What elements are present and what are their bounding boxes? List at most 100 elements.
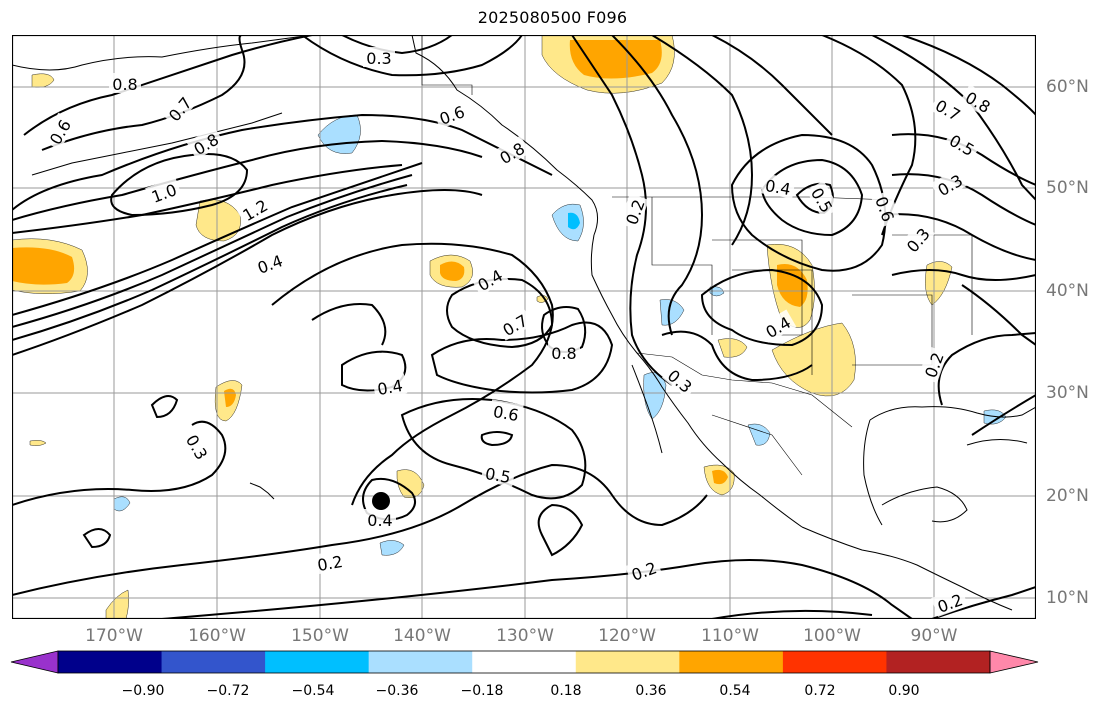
coastline-baja <box>631 364 663 454</box>
border-states-1 <box>651 197 713 335</box>
coastline-gulf-west <box>863 419 883 526</box>
contour-line <box>430 321 614 394</box>
lat-label: 60°N <box>1046 77 1089 97</box>
lat-label: 40°N <box>1046 281 1089 301</box>
contour-label-bg <box>470 262 509 296</box>
shade-positive-strong <box>12 247 75 285</box>
contour-line <box>23 35 313 136</box>
shade-positive <box>717 338 748 358</box>
border-us-canada <box>612 196 893 201</box>
contour-line <box>971 394 1036 436</box>
colorbar-segment <box>58 651 163 673</box>
contour-line <box>161 559 913 619</box>
shade-negative <box>747 423 771 446</box>
coastline-alaska-west <box>12 35 313 71</box>
lat-label: 30°N <box>1046 383 1089 403</box>
contour-line <box>711 609 873 619</box>
colorbar-frame <box>57 650 991 674</box>
contour-label: 0.4 <box>764 176 792 199</box>
contour-line <box>891 133 1036 186</box>
coastline-yucatan <box>881 486 968 523</box>
contour-label-bg <box>899 220 936 259</box>
contour-label-bg <box>661 362 700 399</box>
contour-line <box>961 284 1036 346</box>
colorbar-tick-label: 0.72 <box>804 683 836 699</box>
coastline-west-us <box>590 234 803 528</box>
colorbar <box>10 650 1039 674</box>
shade-positive-strong <box>777 264 808 307</box>
contour-line <box>12 164 403 234</box>
contour-line <box>110 153 249 217</box>
contour-label-bg <box>625 555 663 585</box>
contour-line <box>12 174 413 328</box>
contour-line <box>341 350 407 392</box>
contour-line <box>12 162 423 316</box>
contour-line <box>700 268 824 347</box>
contour-label-bg <box>760 173 796 199</box>
shade-positive-strong <box>712 469 728 485</box>
shade-negative <box>643 372 667 420</box>
colorbar-segment <box>161 651 266 673</box>
contour-label-bg <box>492 135 531 169</box>
colorbar-tick-label: −0.36 <box>375 683 419 699</box>
coastline-mexico <box>801 526 1013 611</box>
contour-label-bg <box>806 180 840 219</box>
contour-line <box>931 586 1036 619</box>
contour-line <box>571 35 673 386</box>
contour-label-bg <box>363 47 395 67</box>
contour-lines <box>12 35 1036 619</box>
contour-label-bg <box>488 399 524 425</box>
contour-label: 0.4 <box>367 511 392 530</box>
contour-line <box>271 242 554 506</box>
lon-label: 150°W <box>291 626 349 646</box>
contour-line <box>12 113 553 211</box>
contour-label-bg <box>931 587 969 617</box>
contour-line <box>150 395 179 419</box>
contour-line <box>611 35 704 336</box>
lon-label: 140°W <box>393 626 451 646</box>
contour-label-bg <box>943 127 982 161</box>
coastline-cuba <box>966 439 1028 446</box>
contour-line <box>12 184 408 341</box>
shade-negative <box>659 299 685 326</box>
contour-line <box>891 173 1036 226</box>
storm-center-marker[interactable] <box>372 492 390 510</box>
contour-line <box>12 139 483 221</box>
contour-line <box>537 503 584 557</box>
contour-label-bg <box>161 89 198 128</box>
colorbar-tick-label: 0.54 <box>719 683 751 699</box>
colorbar-segment <box>782 651 887 673</box>
shade-positive <box>925 261 953 306</box>
lon-label: 130°W <box>496 626 554 646</box>
colorbar-segment <box>368 651 473 673</box>
contour-line <box>937 332 1036 406</box>
contour-label-bg <box>495 307 534 341</box>
contour-line <box>311 303 387 346</box>
shade-negative <box>113 496 131 512</box>
contour-line <box>480 431 514 447</box>
map-frame <box>12 35 1036 619</box>
contour-label-bg <box>251 248 289 278</box>
map-panel[interactable]: 0.3 0.8 0.6 0.7 0.8 1.0 1.2 0.4 0.6 0.8 0.4 0.7 0.8 0… <box>12 35 1036 619</box>
contour-line <box>651 35 754 246</box>
contour-label-bg <box>109 73 141 93</box>
contour-line <box>821 35 917 236</box>
shade-negative-strong <box>568 212 580 230</box>
colorbar-tick-label: −0.72 <box>206 683 250 699</box>
lon-label: 100°W <box>803 626 861 646</box>
contour-label: 0.6 <box>492 402 520 425</box>
coastline-hawaii <box>249 482 275 500</box>
contour-label-bg <box>929 92 968 126</box>
colorbar-tick-label: −0.90 <box>121 683 165 699</box>
contour-line <box>12 463 708 596</box>
lon-label: 90°W <box>910 626 958 646</box>
border-mexico-states <box>711 414 803 476</box>
lon-label: 120°W <box>598 626 656 646</box>
contour-label-bg <box>145 177 183 207</box>
border-us-mexico <box>636 352 853 428</box>
coastline-aleutians <box>31 112 283 176</box>
contour-label-bg <box>918 346 948 384</box>
contour-line <box>12 420 227 506</box>
shade-positive <box>29 440 47 446</box>
contour-label-bg <box>480 461 516 487</box>
